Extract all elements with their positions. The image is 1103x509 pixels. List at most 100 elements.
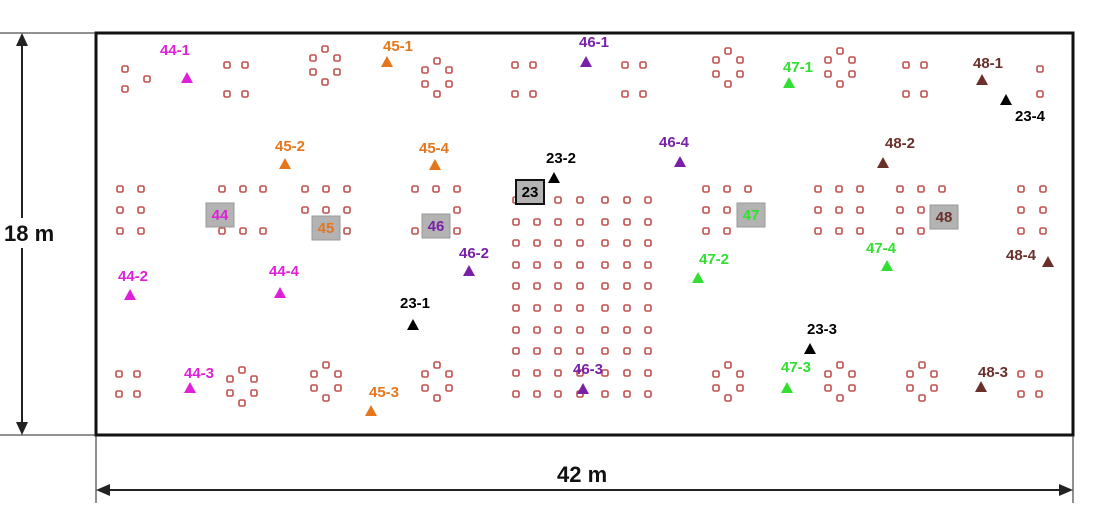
desk-dot [239, 185, 247, 193]
desk-dot [736, 370, 744, 378]
desk-dot [239, 227, 247, 235]
desk-dot [702, 206, 710, 214]
sensor-label: 46-1 [579, 34, 609, 51]
desk-dot [301, 206, 309, 214]
sensor-label: 45-2 [275, 138, 305, 155]
desk-dot [433, 394, 441, 402]
node-box [421, 213, 451, 239]
desk-dot [601, 282, 609, 290]
desk-dot [433, 57, 441, 65]
desk-dot [906, 384, 914, 392]
desk-dot [554, 304, 562, 312]
node-box [205, 202, 235, 228]
sensor-47-4: 47-4 [866, 240, 897, 271]
node-label: 23 [522, 184, 539, 201]
node-box [929, 204, 959, 230]
desk-dot [896, 185, 904, 193]
node-48: 48 [929, 204, 959, 230]
desk-dot [835, 227, 843, 235]
sensor-46-3: 46-3 [573, 361, 603, 394]
arrow-right-icon [1059, 484, 1073, 496]
desk-dot [116, 227, 124, 235]
desk-dot [512, 347, 520, 355]
desk-dot [814, 185, 822, 193]
desk-dot [223, 61, 231, 69]
desk-dot [724, 47, 732, 55]
desk-dot [644, 239, 652, 247]
sensor-48-4: 48-4 [1006, 247, 1054, 267]
desk-dot [301, 185, 309, 193]
desk-dot [814, 206, 822, 214]
desk-dot [322, 361, 330, 369]
desk-dot [601, 390, 609, 398]
sensor-23-4: 23-4 [1000, 94, 1046, 125]
desk-dot [644, 326, 652, 334]
desk-dot [824, 384, 832, 392]
desk-dot [1036, 65, 1044, 73]
desk-dot [223, 90, 231, 98]
desk-dot [601, 239, 609, 247]
desk-dot [333, 54, 341, 62]
desk-dot [836, 361, 844, 369]
desk-dot [724, 80, 732, 88]
sensor-46-4: 46-4 [659, 134, 690, 167]
desk-dot [623, 347, 631, 355]
desk-dot [411, 185, 419, 193]
desk-dot [623, 326, 631, 334]
desk-dot [512, 326, 520, 334]
desk-dot [421, 80, 429, 88]
desk-dot [896, 227, 904, 235]
desk-dot [226, 389, 234, 397]
desk-dot [453, 206, 461, 214]
desk-dot [856, 206, 864, 214]
desk-dot [702, 227, 710, 235]
desk-dot [639, 90, 647, 98]
sensor-triangle-icon [692, 272, 704, 283]
desk-dot [116, 206, 124, 214]
desk-dot [601, 326, 609, 334]
sensor-triangle-icon [548, 172, 560, 183]
desk-dot [644, 369, 652, 377]
desk-dot [736, 56, 744, 64]
desk-dot [238, 399, 246, 407]
desk-dot [554, 196, 562, 204]
desk-dot [322, 206, 330, 214]
sensor-label: 46-4 [659, 134, 690, 151]
desk-dot [902, 61, 910, 69]
desk-dot [1017, 185, 1025, 193]
desk-dot [445, 80, 453, 88]
desk-dot [533, 261, 541, 269]
desk-dot [702, 185, 710, 193]
desk-dot [226, 375, 234, 383]
sensor-triangle-icon [279, 158, 291, 169]
desk-dot [918, 394, 926, 402]
sensor-44-4: 44-4 [269, 263, 300, 298]
sensor-44-3: 44-3 [184, 365, 214, 393]
desk-dot [343, 185, 351, 193]
desk-dot [121, 65, 129, 73]
desk-dot [576, 347, 584, 355]
desk-dot [644, 304, 652, 312]
desk-dot [917, 185, 925, 193]
width-dimension: 42 m [95, 435, 1074, 503]
desk-dot [533, 347, 541, 355]
desk-dot [601, 196, 609, 204]
desk-dot [848, 384, 856, 392]
sensor-label: 44-2 [118, 268, 148, 285]
desk-dot [644, 347, 652, 355]
sensor-label: 45-3 [369, 384, 399, 401]
desk-dot [116, 185, 124, 193]
desk-dot [623, 369, 631, 377]
desk-dot [115, 370, 123, 378]
sensor-triangle-icon [674, 156, 686, 167]
desk-dot [529, 61, 537, 69]
desk-dot [121, 85, 129, 93]
sensor-label: 48-4 [1006, 247, 1037, 264]
sensor-label: 23-2 [546, 150, 576, 167]
sensor-label: 46-3 [573, 361, 603, 378]
desk-dot [137, 227, 145, 235]
sensor-label: 48-3 [978, 364, 1008, 381]
desk-dot [601, 304, 609, 312]
sensor-triangle-icon [976, 74, 988, 85]
sensor-label: 44-3 [184, 365, 214, 382]
